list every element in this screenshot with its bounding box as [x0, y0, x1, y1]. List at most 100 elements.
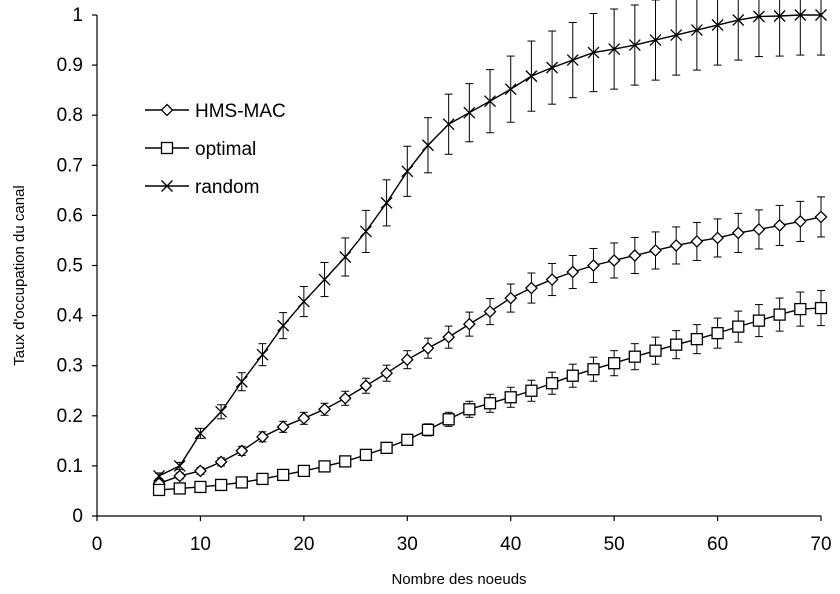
data-point: [731, 226, 745, 240]
data-point: [401, 433, 414, 446]
x-marker-stroke: [194, 427, 207, 440]
data-point: [649, 344, 662, 357]
data-point: [587, 46, 600, 59]
data-point: [256, 348, 269, 361]
data-point: [463, 106, 476, 119]
data-point: [711, 326, 724, 340]
data-point: [359, 225, 372, 238]
x-marker-stroke: [380, 196, 393, 209]
data-point: [794, 9, 807, 21]
x-marker-stroke: [277, 319, 290, 332]
data-point: [318, 273, 331, 286]
data-point: [318, 402, 331, 416]
data-point: [339, 251, 352, 263]
legend-label: HMS-MAC: [195, 101, 286, 122]
y-tick-label: 0.7: [57, 155, 83, 176]
data-point: [463, 403, 476, 416]
x-tick-label: 10: [190, 534, 211, 555]
data-point: [504, 83, 517, 96]
x-marker-stroke: [235, 375, 248, 388]
data-point: [235, 476, 248, 489]
x-marker-stroke: [690, 24, 703, 36]
data-point: [483, 397, 497, 410]
data-point: [235, 375, 248, 388]
data-point: [380, 196, 393, 209]
legend-marker: [160, 141, 174, 155]
data-point: [669, 239, 683, 252]
data-point: [153, 469, 166, 482]
data-point: [566, 369, 579, 382]
data-point: [338, 391, 352, 405]
data-point: [773, 308, 786, 321]
data-point: [566, 265, 580, 279]
x-marker-stroke: [463, 106, 476, 119]
y-tick-label: 0.4: [57, 306, 84, 327]
x-marker-stroke: [215, 405, 228, 418]
data-point: [277, 468, 290, 482]
data-point: [504, 391, 517, 404]
y-tick-label: 0.1: [57, 456, 83, 477]
x-marker-stroke: [484, 95, 496, 108]
x-marker-stroke: [732, 14, 745, 26]
x-marker-stroke: [773, 10, 786, 22]
x-tick-label: 40: [500, 534, 521, 555]
y-tick-label: 0: [72, 506, 83, 527]
data-point: [401, 165, 414, 178]
data-point: [649, 244, 662, 257]
x-marker-stroke: [525, 70, 538, 83]
data-point: [504, 291, 518, 305]
data-point: [235, 444, 249, 458]
data-point: [690, 24, 703, 36]
data-point: [670, 29, 683, 41]
tick-labels: 00.10.20.30.40.50.60.70.80.910 10 20 30 40 50…: [57, 5, 832, 555]
y-tick-label: 0.3: [57, 356, 83, 377]
data-point: [442, 330, 456, 344]
x-marker-stroke: [815, 9, 827, 21]
data-point: [214, 455, 228, 469]
y-tick-label: 0.2: [57, 406, 83, 427]
x-marker-stroke: [161, 180, 173, 192]
data-point: [297, 411, 311, 425]
data-point: [690, 235, 704, 248]
series-layer: [152, 0, 828, 497]
data-point: [608, 43, 621, 56]
data-point: [566, 54, 579, 67]
data-point: [214, 478, 228, 492]
x-tick-label: 20: [293, 534, 314, 555]
y-tick-label: 0.5: [57, 256, 83, 277]
data-point: [815, 9, 827, 21]
x-marker-stroke: [628, 39, 641, 52]
data-point: [752, 10, 765, 23]
data-point: [277, 319, 290, 332]
y-tick-label: 1: [72, 5, 83, 26]
x-marker-stroke: [422, 139, 434, 152]
data-point: [400, 353, 414, 367]
data-point: [649, 34, 662, 47]
data-point: [752, 223, 766, 236]
x-marker-stroke: [711, 19, 724, 31]
x-marker-stroke: [504, 83, 517, 96]
legend-label: random: [195, 177, 259, 198]
y-tick-label: 0.6: [57, 205, 83, 226]
data-point: [814, 301, 828, 315]
data-point: [297, 464, 311, 478]
data-point: [442, 118, 455, 131]
data-point: [545, 273, 559, 286]
data-point: [339, 455, 352, 468]
legend-marker: [161, 180, 173, 192]
legend-label: optimal: [195, 139, 256, 160]
data-point: [711, 19, 724, 31]
x-tick-label: 0: [92, 534, 103, 555]
data-point: [256, 430, 269, 444]
x-marker-stroke: [649, 34, 662, 47]
x-marker-stroke: [359, 225, 372, 238]
x-tick-label: 60: [707, 534, 728, 555]
data-point: [380, 441, 393, 455]
data-point: [462, 317, 476, 331]
data-point: [359, 379, 373, 393]
data-point: [814, 210, 828, 224]
x-marker-stroke: [318, 273, 331, 286]
data-point: [587, 363, 600, 376]
x-axis-label: Nombre des noeuds: [391, 571, 526, 588]
x-marker-stroke: [752, 10, 765, 23]
